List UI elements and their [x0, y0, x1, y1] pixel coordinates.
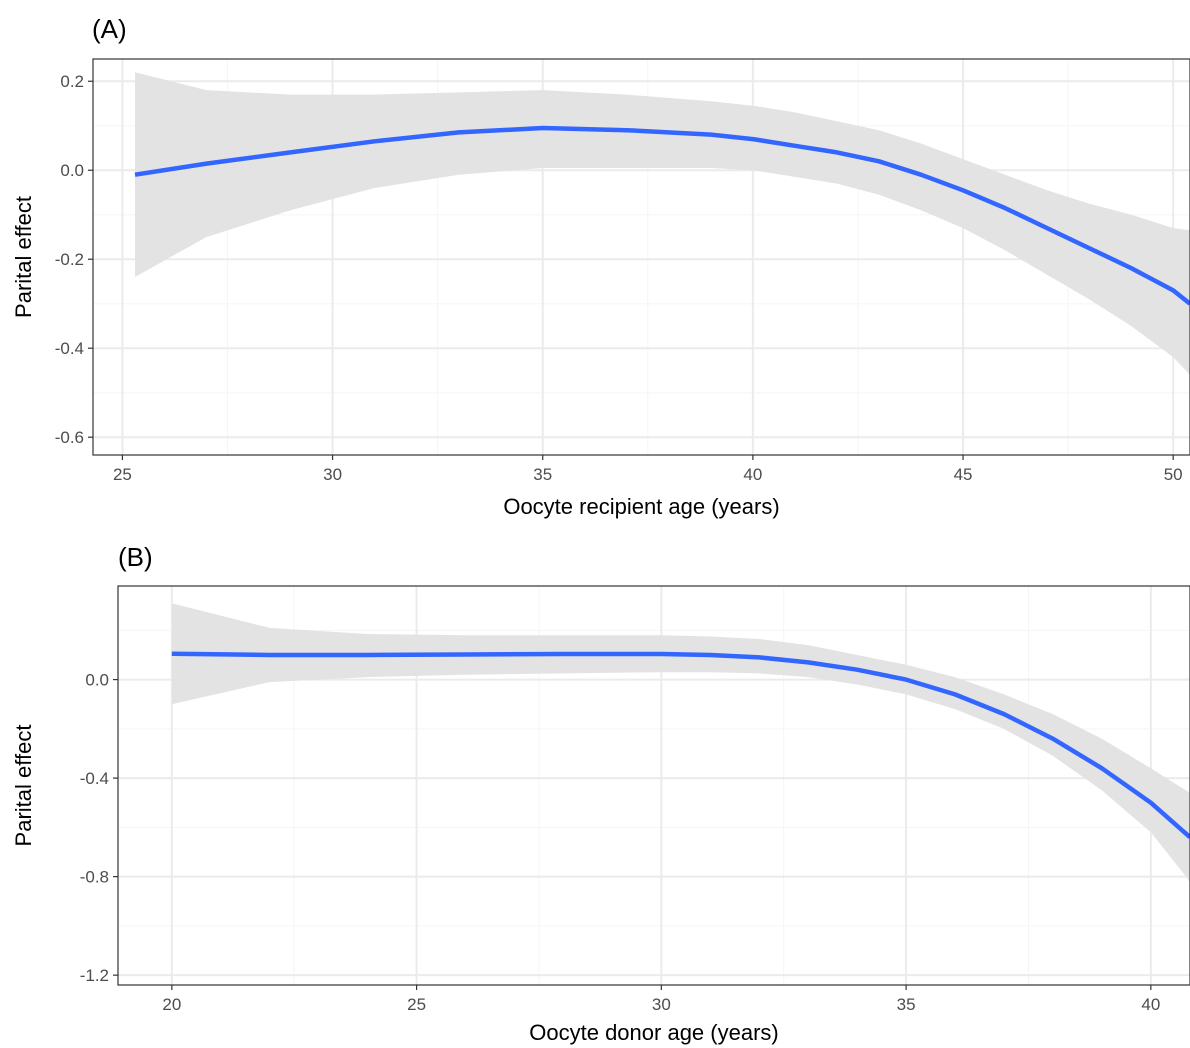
panel-b-y-tick-label: 0.0 [85, 671, 109, 690]
panel-b-fit-line [171, 651, 1190, 839]
panel-a-y-tick-label: -0.6 [55, 428, 84, 447]
panel-a-confidence-band [135, 72, 1190, 375]
panel-b-y-tick-label: -1.2 [80, 966, 109, 985]
panel-a-x-tick-label: 25 [113, 465, 132, 484]
panel-b-tag: (B) [118, 542, 153, 572]
panel-a-y-axis-title: Parital effect [11, 196, 36, 318]
panel-b-border [117, 585, 1190, 986]
panel-a-x-tick-label: 30 [323, 465, 342, 484]
panel-b-x-tick-label: 30 [652, 995, 671, 1014]
panel-a-y-tick-label: -0.2 [55, 250, 84, 269]
panel-a-x-tick-label: 50 [1164, 465, 1183, 484]
panel-b-x-tick-label: 25 [407, 995, 426, 1014]
panel-a: 25 30 35 40 45 50 0.2 0.0 -0.2 -0.4 -0.6 (A) Oocyt… [11, 14, 1190, 519]
panel-b: 20 25 30 35 40 0.0 -0.4 -0.8 -1.2 (B) Oocyte don… [11, 542, 1190, 1045]
panel-b-x-tick-label: 40 [1141, 995, 1160, 1014]
panel-a-y-tick-label: 0.0 [60, 161, 84, 180]
panel-a-x-axis-title: Oocyte recipient age (years) [503, 494, 779, 519]
panel-b-y-axis-title: Parital effect [11, 725, 36, 847]
panel-b-confidence-band [171, 603, 1190, 882]
panel-a-border [92, 58, 1190, 456]
panel-a-fit-line [134, 125, 1190, 306]
panel-b-x-axis-title: Oocyte donor age (years) [529, 1020, 778, 1045]
panel-b-x-tick-label: 20 [162, 995, 181, 1014]
panel-b-y-tick-label: -0.8 [80, 868, 109, 887]
panel-a-y-tick-label: 0.2 [60, 72, 84, 91]
panel-a-x-tick-label: 45 [954, 465, 973, 484]
panel-a-tag: (A) [92, 14, 127, 44]
panel-a-x-tick-label: 35 [533, 465, 552, 484]
panel-a-x-tick-label: 40 [743, 465, 762, 484]
panel-b-x-tick-label: 35 [897, 995, 916, 1014]
panel-b-y-tick-label: -0.4 [80, 769, 109, 788]
panel-a-y-tick-label: -0.4 [55, 339, 84, 358]
